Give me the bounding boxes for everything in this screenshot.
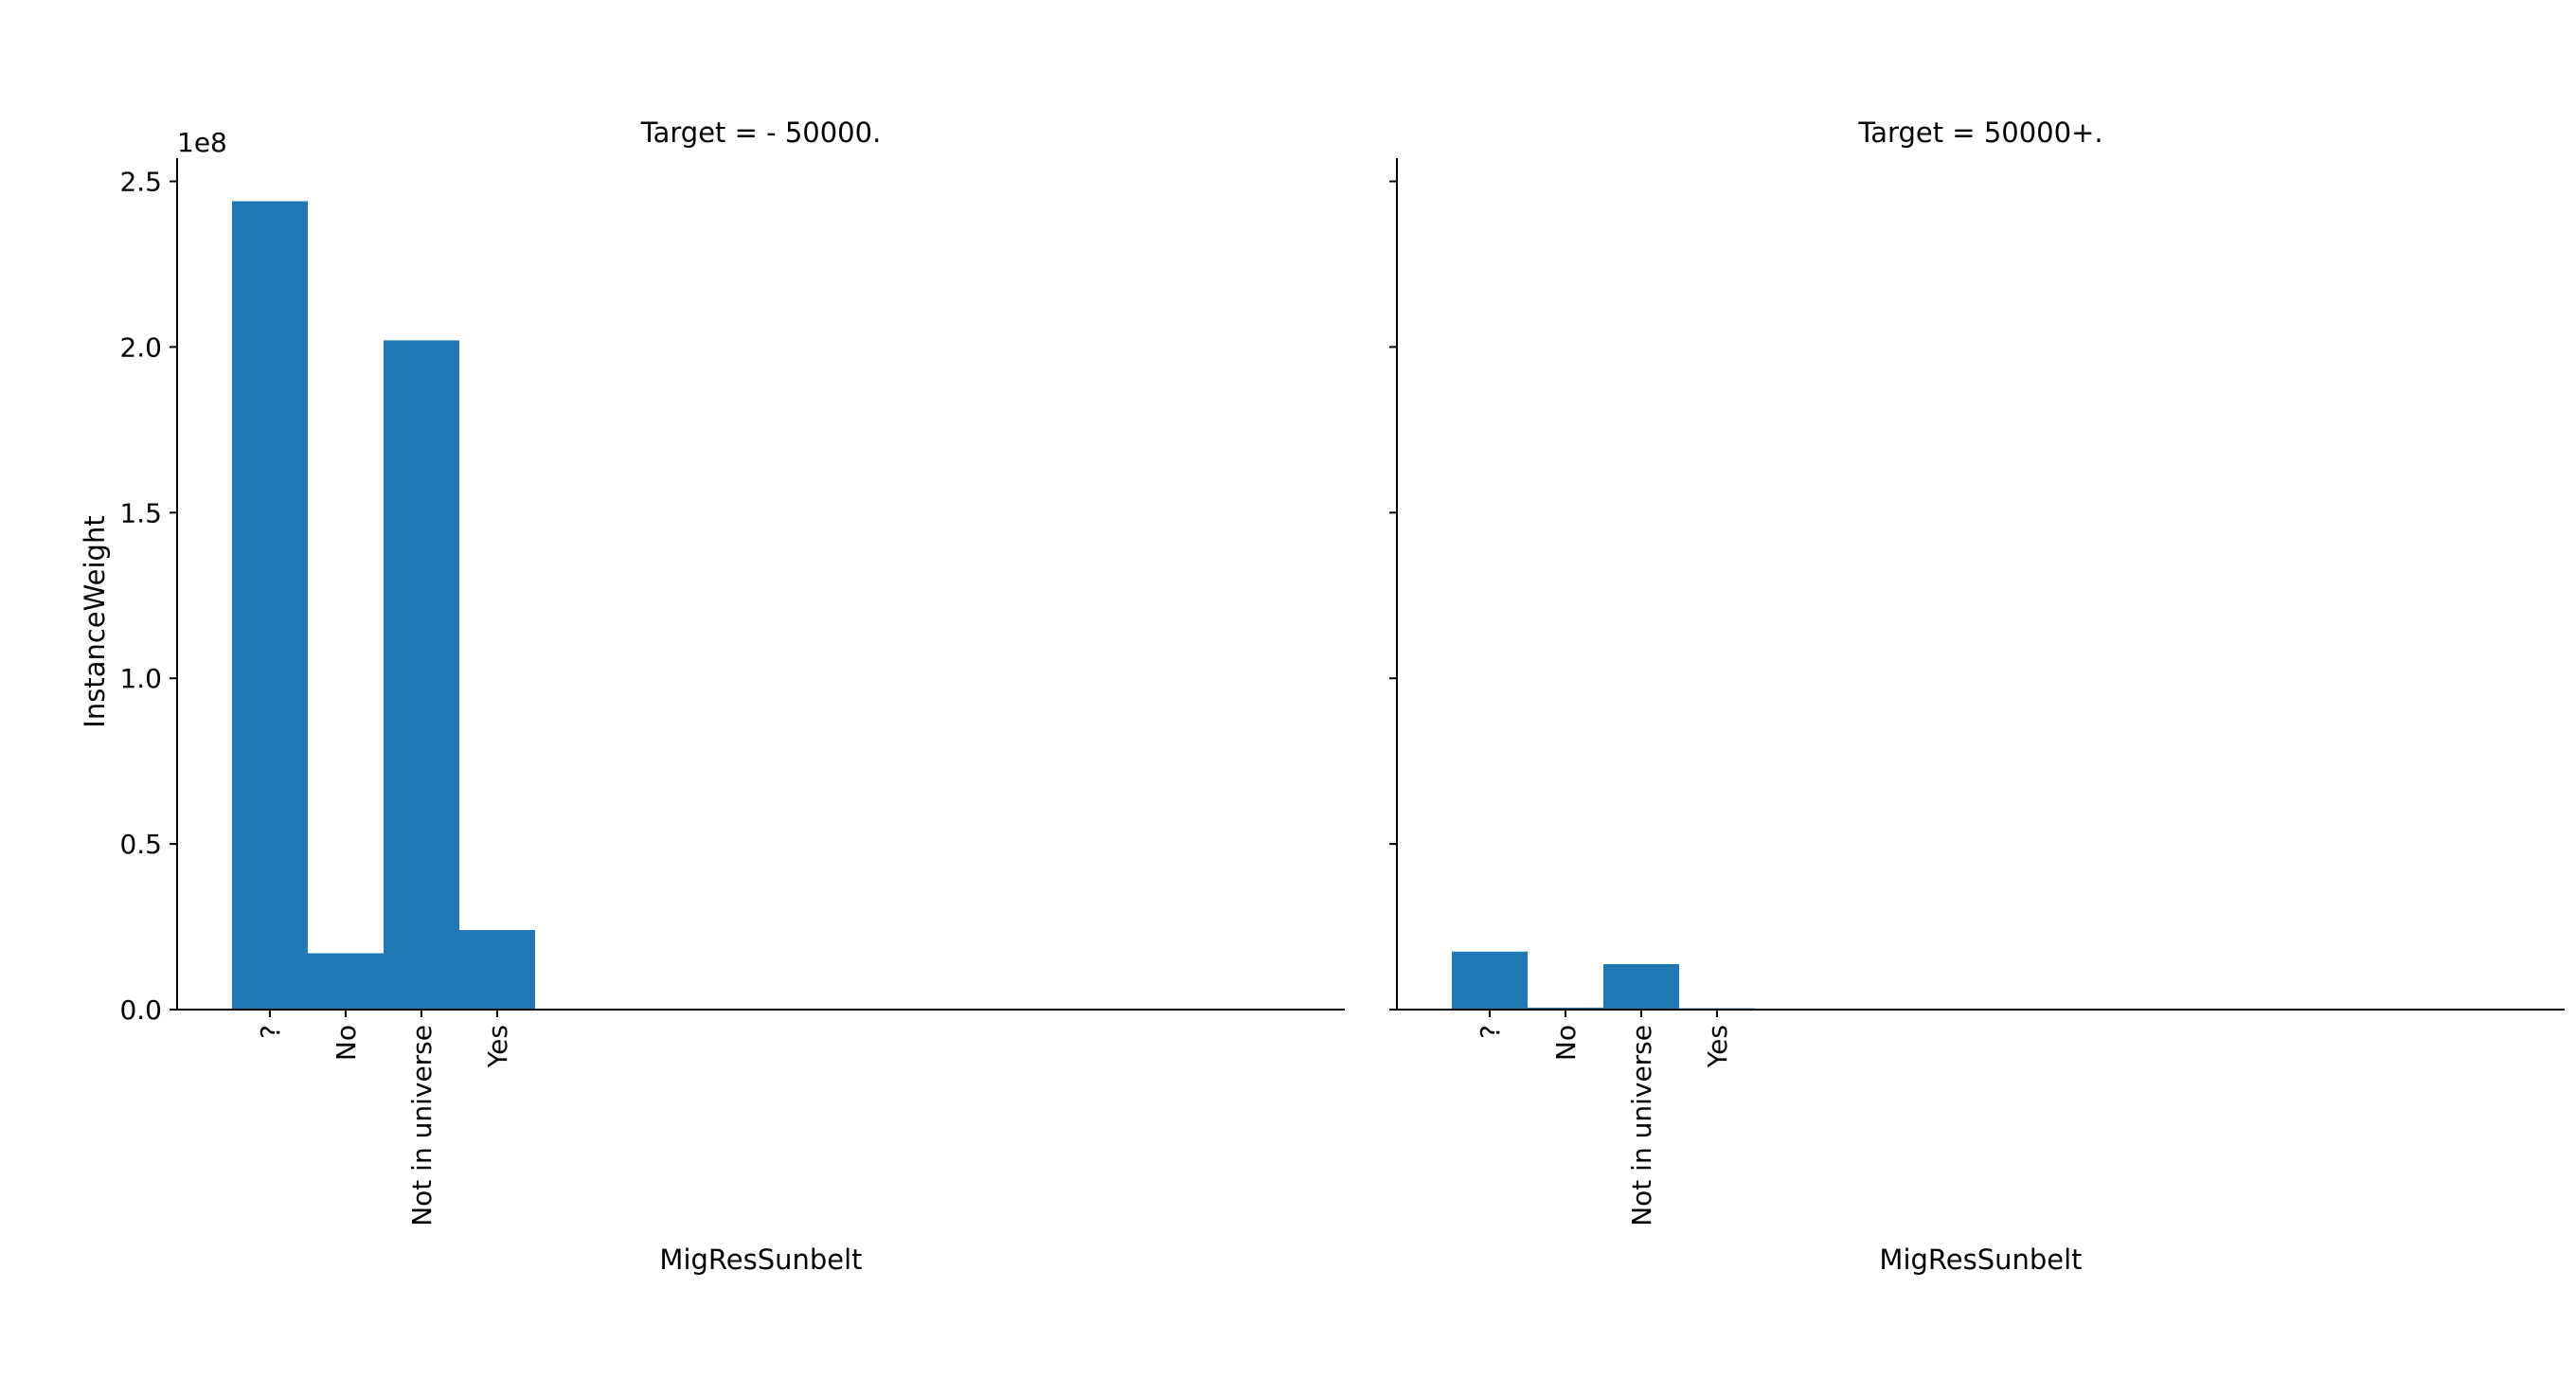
subplot-1: 0.0 0.5 1.0 1.5 2.0 2.5? No Not in universe Yes T…	[79, 116, 1345, 1276]
y-offset-label: 1e8	[177, 127, 227, 158]
bar-1-2	[308, 953, 384, 1010]
x-axis-label: MigResSunbelt	[1879, 1244, 2082, 1276]
x-tick-label: No	[1550, 1025, 1582, 1061]
x-tick-label: Not in universe	[1626, 1025, 1657, 1226]
y-tick-label: 1.0	[119, 663, 162, 694]
x-tick-label: Yes	[1702, 1025, 1733, 1068]
x-tick-label: ?	[1475, 1025, 1506, 1039]
x-tick-label: Not in universe	[406, 1025, 438, 1226]
bar-1-3	[384, 340, 459, 1010]
x-tick-label: ?	[255, 1025, 286, 1039]
y-tick-label: 2.0	[119, 331, 162, 363]
bar-2-1	[1452, 951, 1528, 1010]
bar-2-2	[1528, 1007, 1603, 1010]
y-tick-label: 2.5	[119, 166, 162, 197]
y-tick-label: 1.5	[119, 497, 162, 528]
y-tick-label: 0.0	[119, 994, 162, 1026]
chart-title: Target = 50000+.	[1857, 116, 2102, 149]
y-axis-label: InstanceWeight	[79, 515, 111, 727]
bar-1-4	[459, 930, 535, 1010]
subplot-2: ? No Not in universe Yes Target = 50000+. Mig…	[1389, 116, 2565, 1276]
bar-2-3	[1603, 964, 1679, 1010]
x-tick-label: Yes	[482, 1025, 513, 1068]
x-tick-label: No	[331, 1025, 362, 1061]
y-tick-label: 0.5	[119, 829, 162, 860]
bar-1-1	[232, 201, 308, 1010]
chart-title: Target = - 50000.	[640, 116, 882, 149]
x-axis-label: MigResSunbelt	[659, 1244, 862, 1276]
